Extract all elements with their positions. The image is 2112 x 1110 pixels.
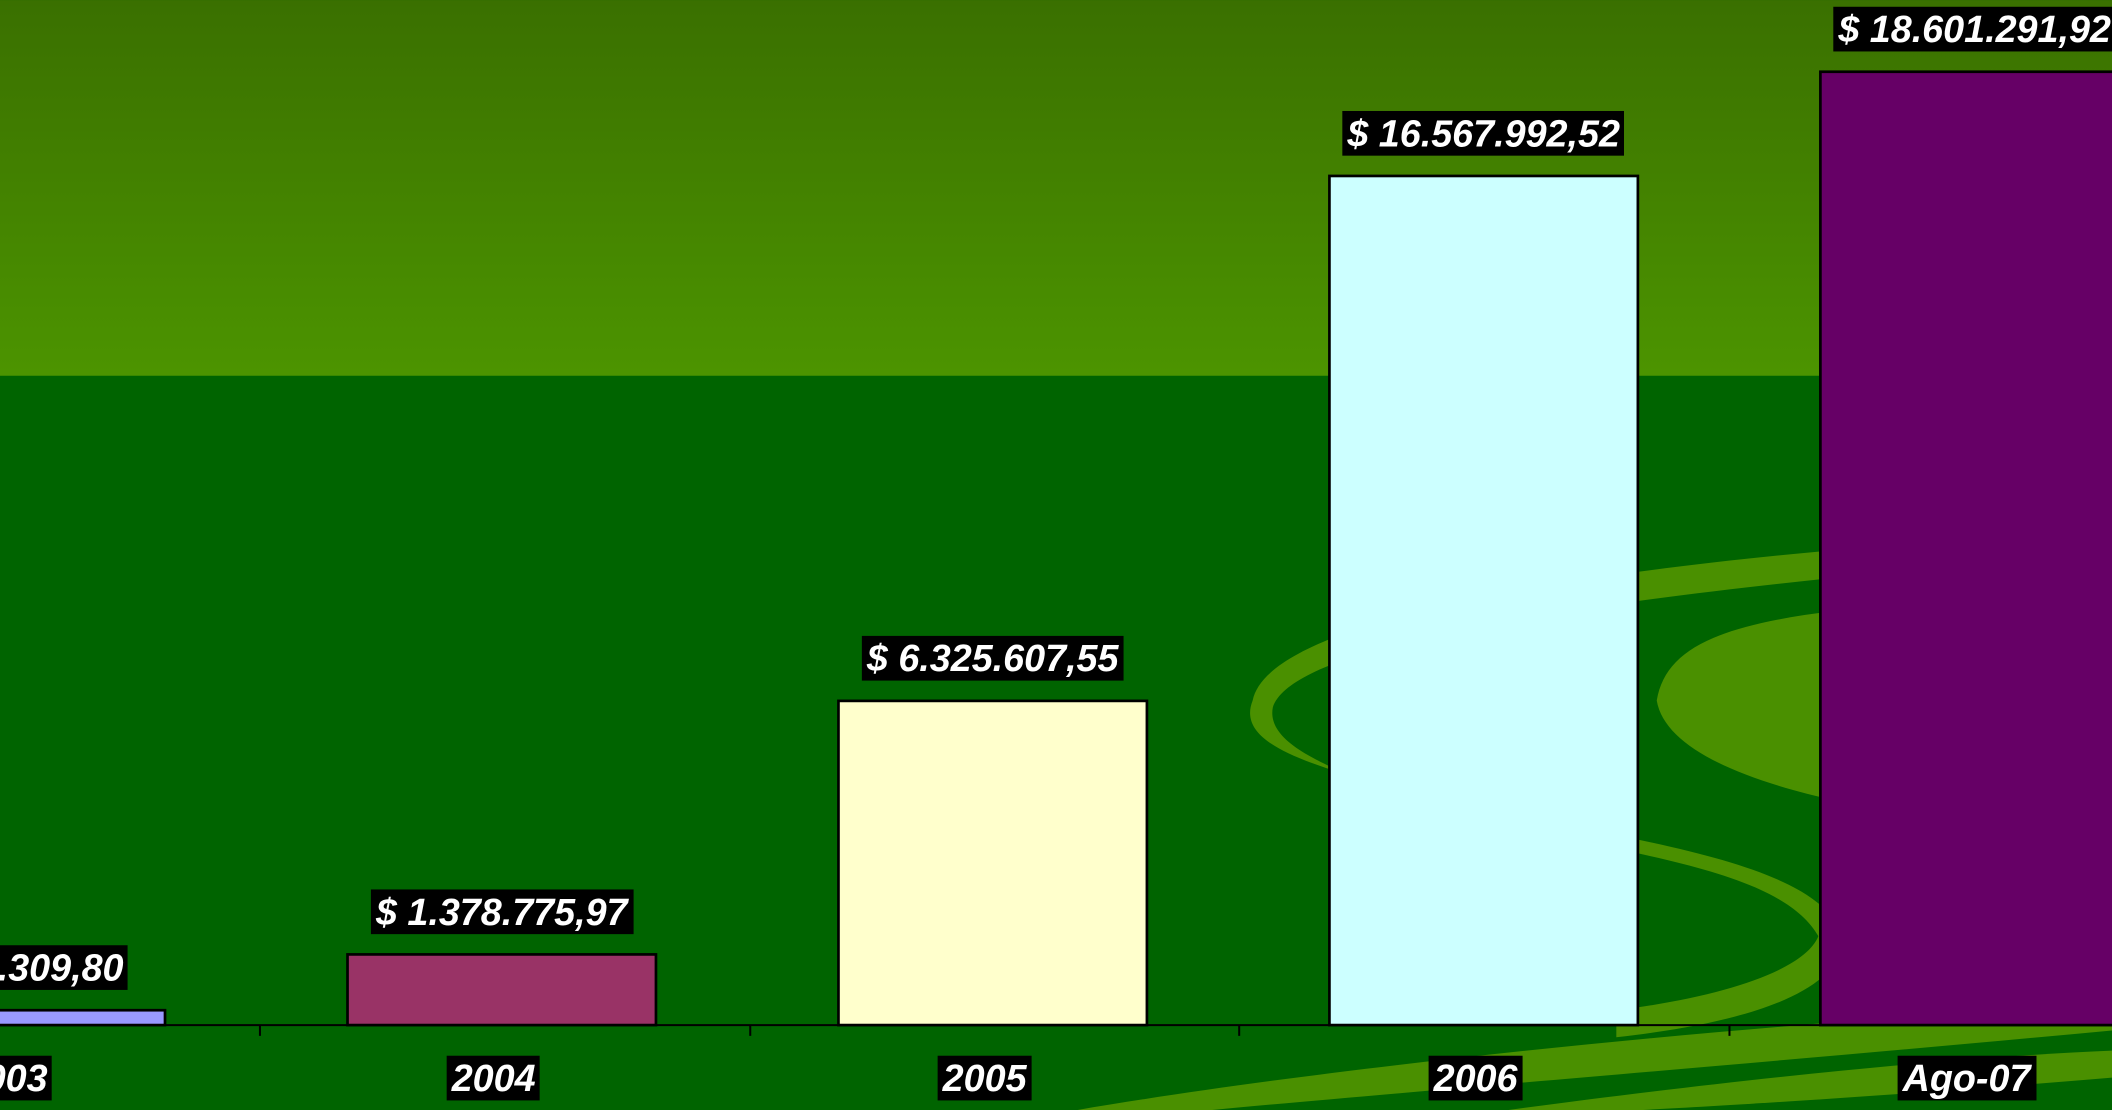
x-tick-label-box [1897, 1055, 2037, 1101]
x-tick-label: Ago-07 [1902, 1057, 2033, 1099]
x-tick-label-box [446, 1055, 540, 1101]
bar [0, 1008, 167, 1027]
value-label: .309,80 [0, 947, 124, 989]
value-label-box [0, 945, 128, 990]
bar [1819, 70, 2112, 1027]
value-label: $ 6.325.607,55 [866, 637, 1120, 679]
value-label-box [1833, 6, 2112, 52]
value-label: $ 18.601.291,92 [1837, 8, 2111, 50]
x-tick-label-box [0, 1055, 52, 1101]
x-tick-label: 2004 [451, 1057, 536, 1099]
value-label-box [370, 889, 634, 935]
header-band [0, 0, 2112, 376]
value-label-box [1342, 110, 1625, 156]
value-label: $ 1.378.775,97 [375, 891, 630, 933]
bar [346, 953, 658, 1027]
x-tick-label: 003 [0, 1057, 48, 1099]
bar [1328, 174, 1640, 1027]
x-tick-label-box [937, 1055, 1032, 1101]
x-tick-label-box [1428, 1055, 1523, 1101]
x-tick-label: 2005 [942, 1057, 1028, 1099]
category-ticks [258, 1025, 1731, 1036]
x-tick-label: 2006 [1433, 1057, 1519, 1099]
bar [837, 699, 1149, 1027]
value-label-box [861, 635, 1124, 681]
value-label: $ 16.567.992,52 [1346, 112, 1620, 154]
